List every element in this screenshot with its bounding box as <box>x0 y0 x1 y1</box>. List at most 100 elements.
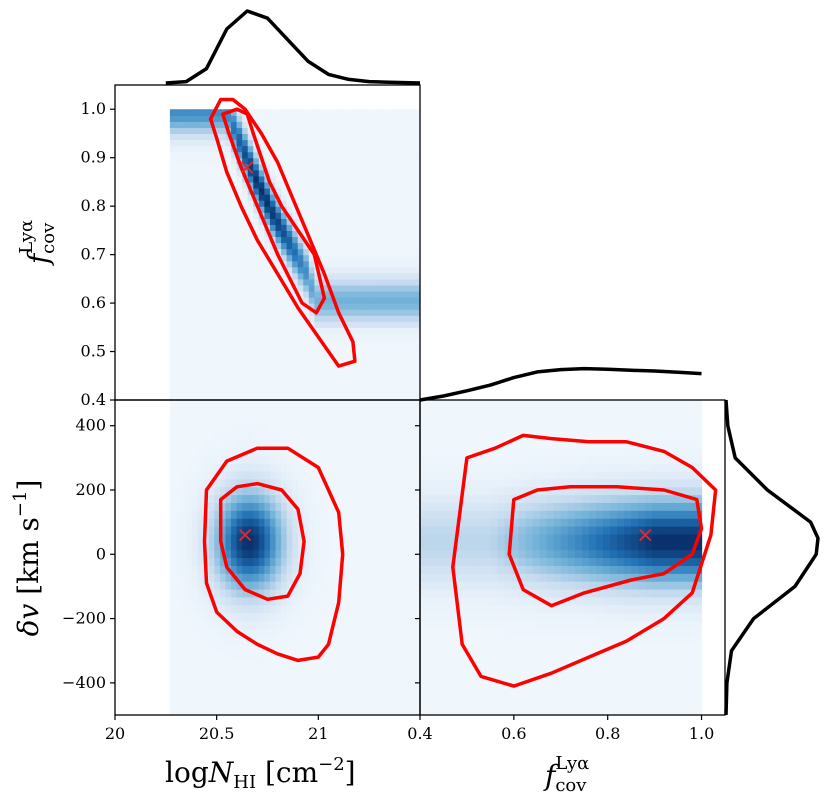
heatmap-cell <box>192 455 199 464</box>
heatmap-cell <box>181 636 188 645</box>
heatmap-cell <box>169 478 177 488</box>
heatmap-cell <box>408 604 416 614</box>
heatmap-cell <box>203 321 210 328</box>
heatmap-cell <box>258 691 265 700</box>
heatmap-cell <box>483 549 491 559</box>
heatmap-cell <box>203 278 210 286</box>
heatmap-cell <box>269 272 277 280</box>
heatmap-cell <box>275 463 282 472</box>
heatmap-cell <box>258 272 265 280</box>
heatmap-cell <box>420 463 428 472</box>
heatmap-cell <box>175 224 182 231</box>
heatmap-cell <box>303 345 310 353</box>
heatmap-cell <box>219 604 227 614</box>
heatmap-cell <box>588 581 597 590</box>
heatmap-cell <box>219 699 227 708</box>
heatmap-cell <box>375 400 382 409</box>
heatmap-cell <box>281 351 288 359</box>
heatmap-cell <box>595 667 604 677</box>
heatmap-cell <box>203 381 210 389</box>
heatmap-cell <box>303 557 310 566</box>
heatmap-cell <box>364 297 371 304</box>
heatmap-cell <box>364 272 371 280</box>
heatmap-cell <box>358 339 366 347</box>
heatmap-cell <box>427 699 435 708</box>
heatmap-cell <box>397 200 404 207</box>
heatmap-cell <box>525 407 534 417</box>
heatmap-cell <box>347 628 354 637</box>
heatmap-cell <box>242 533 249 543</box>
heatmap-cell <box>358 393 366 400</box>
heatmap-cell <box>511 604 520 614</box>
heatmap-cell <box>303 351 310 359</box>
heatmap-cell <box>448 699 456 708</box>
heatmap-cell <box>342 169 349 177</box>
heatmap-cell <box>181 447 188 456</box>
heatmap-cell <box>264 636 271 645</box>
heatmap-cell <box>414 187 420 195</box>
heatmap-cell <box>292 212 299 219</box>
heatmap-cell <box>181 218 188 225</box>
heatmap-cell <box>208 357 215 365</box>
heatmap-cell <box>286 675 293 685</box>
heatmap-cell <box>518 659 527 669</box>
heatmap-cell <box>281 224 288 231</box>
heatmap-cell <box>292 375 299 383</box>
heatmap-cell <box>427 573 435 582</box>
heatmap-cell <box>247 675 254 685</box>
heatmap-cell <box>169 345 177 353</box>
heatmap-cell <box>483 494 491 503</box>
heatmap-cell <box>181 290 188 298</box>
heatmap-cell <box>386 248 393 256</box>
heatmap-cell <box>297 266 304 274</box>
heatmap-cell <box>186 266 193 274</box>
heatmap-cell <box>392 573 399 582</box>
heatmap-cell <box>258 612 265 622</box>
heatmap-cell <box>281 357 288 365</box>
heatmap-cell <box>408 272 416 280</box>
heatmap-cell <box>375 510 382 519</box>
heatmap-cell <box>532 439 541 448</box>
heatmap-cell <box>192 151 199 159</box>
heatmap-cell <box>325 628 332 637</box>
heatmap-cell <box>219 133 227 141</box>
heatmap-cell <box>455 659 463 669</box>
heatmap-cell <box>381 486 388 496</box>
heatmap-cell <box>483 541 491 551</box>
heatmap-cell <box>358 375 366 383</box>
heatmap-cell <box>347 121 354 129</box>
heatmap-cell <box>314 431 321 440</box>
heatmap-cell <box>192 541 199 551</box>
heatmap-cell <box>303 589 310 598</box>
heatmap-cell <box>214 224 221 231</box>
heatmap-cell <box>375 272 382 280</box>
heatmap-cell <box>214 683 221 692</box>
heatmap-cell <box>325 393 332 400</box>
heatmap-cell <box>214 303 221 310</box>
heatmap-cell <box>476 400 484 409</box>
heatmap-cell <box>308 470 316 480</box>
heatmap-cell <box>319 502 327 511</box>
heatmap-cell <box>242 620 249 629</box>
heatmap-cell <box>169 169 177 177</box>
heatmap-cell <box>381 463 388 472</box>
heatmap-cell <box>539 667 548 677</box>
heatmap-cell <box>386 169 393 177</box>
heatmap-cell <box>247 581 254 590</box>
heatmap-cell <box>353 242 360 250</box>
heatmap-cell <box>292 533 299 543</box>
heatmap-cell <box>490 589 499 598</box>
heatmap-cell <box>420 604 428 614</box>
heatmap-cell <box>308 333 316 341</box>
heatmap-cell <box>242 230 249 238</box>
heatmap-cell <box>219 447 227 456</box>
heatmap-cell <box>511 620 520 629</box>
heatmap-cell <box>462 667 470 677</box>
heatmap-cell <box>225 206 232 213</box>
heatmap-cell <box>319 612 327 622</box>
heatmap-cell <box>427 652 435 661</box>
heatmap-cell <box>364 604 371 614</box>
heatmap-cell <box>331 218 338 225</box>
heatmap-cell <box>331 321 338 328</box>
heatmap-cell <box>408 297 416 304</box>
